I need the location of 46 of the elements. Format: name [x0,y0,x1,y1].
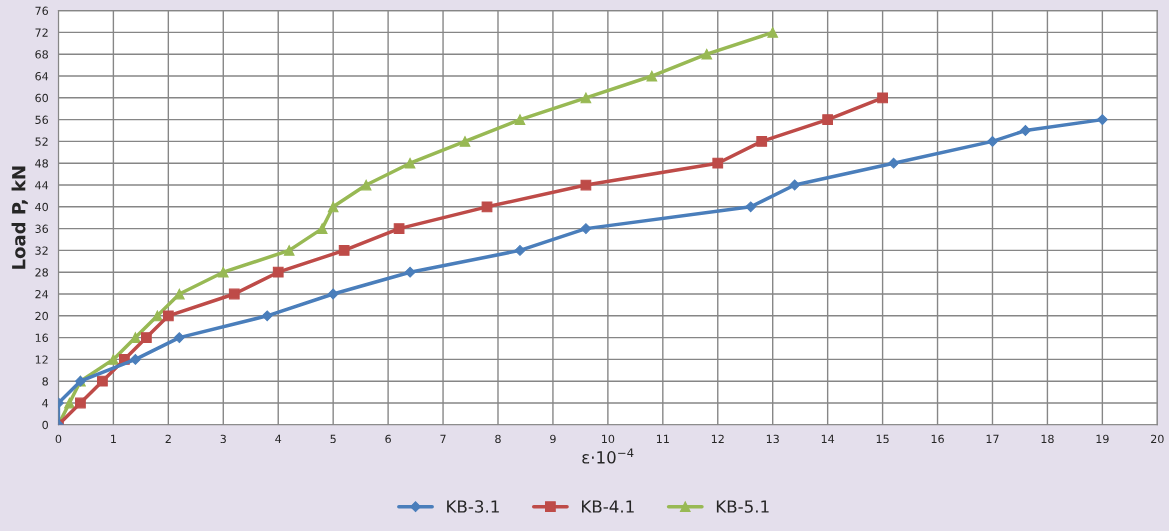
y-tick-label: 16 [35,333,49,342]
y-tick-label: 72 [35,28,48,37]
x-tick-label: 5 [330,434,336,444]
y-tick-label: 56 [35,115,49,124]
x-tick-label: 7 [440,434,446,443]
y-tick-label: 52 [35,137,48,146]
x-tick-label: 2 [165,434,171,443]
x-tick-label: 20 [1151,434,1164,444]
x-tick-label: 19 [1096,434,1109,444]
y-tick-label: 32 [35,246,48,255]
y-tick-label: 44 [35,181,49,190]
legend-label: KB-3.1 [447,500,499,513]
x-tick-label: 14 [821,434,835,443]
y-tick-label: 76 [35,6,49,15]
x-tick-label: 8 [495,434,501,444]
x-tick-label: 3 [220,434,226,444]
x-tick-label: 10 [602,434,615,444]
x-tick-label: 4 [275,434,282,443]
x-tick-label: 15 [876,434,889,444]
x-tick-label: 12 [711,434,724,443]
y-tick-label: 4 [42,399,49,408]
x-tick-label: 1 [111,434,116,443]
x-tick-label: 16 [931,434,944,444]
y-tick-label: 8 [42,377,48,386]
y-tick-label: 28 [35,268,48,277]
y-axis-title: Load P, kN [11,166,28,269]
x-axis-title: ε·10$^{−4}$ [582,448,634,464]
x-tick-label: 6 [385,434,391,444]
y-tick-label: 48 [35,159,48,168]
y-tick-label: 12 [35,355,48,364]
y-tick-label: 20 [35,311,48,321]
x-tick-label: 11 [656,434,669,443]
y-tick-label: 68 [35,50,48,59]
x-tick-label: 18 [1041,434,1054,444]
y-tick-label: 60 [35,93,48,103]
legend-label: KB-5.1 [716,500,769,513]
y-tick-label: 24 [35,289,49,299]
y-tick-label: 64 [35,71,49,81]
x-tick-label: 17 [986,434,999,443]
x-tick-label: 13 [766,434,779,444]
legend-label: KB-4.1 [582,500,634,513]
y-tick-label: 0 [42,420,48,430]
x-tick-label: 0 [55,434,62,444]
x-tick-label: 9 [550,434,556,444]
y-tick-label: 40 [35,202,48,212]
y-tick-label: 36 [35,224,49,233]
